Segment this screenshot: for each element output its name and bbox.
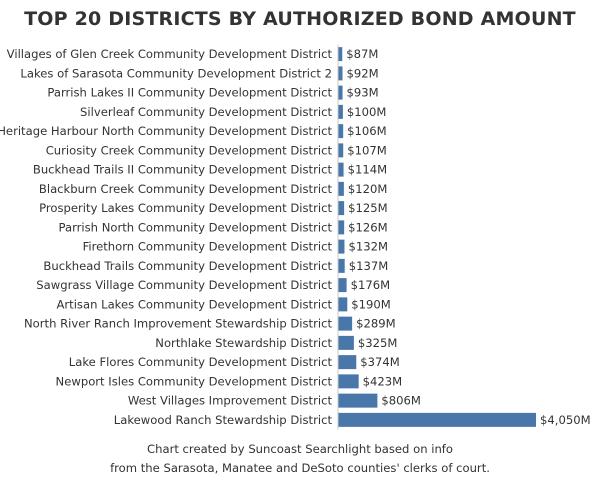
- bar: [338, 316, 353, 331]
- value-label: $132M: [348, 240, 388, 254]
- value-label: $120M: [348, 182, 388, 196]
- bar: [338, 393, 378, 408]
- value-label: $87M: [346, 47, 378, 61]
- bar: [338, 201, 345, 216]
- value-label: $106M: [347, 124, 387, 138]
- category-label: Blackburn Creek Community Development Di…: [39, 182, 333, 196]
- category-label: Northlake Stewardship District: [155, 336, 332, 350]
- value-label: $176M: [351, 278, 391, 292]
- source-note-line-1: Chart created by Suncoast Searchlight ba…: [147, 442, 453, 456]
- category-label: Buckhead Trails Community Development Di…: [43, 259, 332, 273]
- category-label: Lake Flores Community Development Distri…: [69, 355, 333, 369]
- bar: [338, 220, 345, 235]
- value-label: $100M: [347, 105, 387, 119]
- value-label: $806M: [381, 394, 421, 408]
- bar: [338, 297, 348, 312]
- value-label: $107M: [347, 143, 387, 157]
- bar: [338, 355, 357, 370]
- category-labels: Villages of Glen Creek Community Develop…: [0, 47, 332, 427]
- bar: [338, 104, 343, 119]
- value-label: $325M: [358, 336, 398, 350]
- source-note-line-2: from the Sarasota, Manatee and DeSoto co…: [110, 461, 490, 475]
- bar: [338, 181, 344, 196]
- bar: [338, 278, 347, 293]
- bar: [338, 85, 343, 100]
- bar: [338, 412, 536, 427]
- category-label: Curiosity Creek Community Development Di…: [46, 143, 333, 157]
- bars: [338, 47, 536, 427]
- category-label: Parrish North Community Development Dist…: [59, 220, 333, 234]
- category-label: Buckhead Trails II Community Development…: [33, 163, 333, 177]
- bar: [338, 162, 344, 177]
- category-label: Silverleaf Community Development Distric…: [80, 105, 332, 119]
- bar: [338, 239, 345, 254]
- category-label: Newport Isles Community Development Dist…: [56, 374, 333, 388]
- value-label: $126M: [348, 220, 388, 234]
- category-label: Artisan Lakes Community Development Dist…: [56, 297, 332, 311]
- value-label: $374M: [360, 355, 400, 369]
- value-label: $423M: [363, 374, 403, 388]
- value-label: $289M: [356, 317, 396, 331]
- bar: [338, 143, 344, 158]
- value-label: $93M: [347, 86, 379, 100]
- value-label: $190M: [351, 297, 391, 311]
- category-label: West Villages Improvement District: [128, 394, 333, 408]
- value-label: $114M: [348, 163, 388, 177]
- category-label: Heritage Harbour North Community Develop…: [0, 124, 332, 138]
- category-label: Prosperity Lakes Community Development D…: [39, 201, 332, 215]
- bar: [338, 47, 343, 62]
- category-label: Lakewood Ranch Stewardship District: [114, 413, 333, 427]
- category-label: Firethorn Community Development District: [83, 240, 333, 254]
- category-label: Sawgrass Village Community Development D…: [36, 278, 332, 292]
- value-label: $137M: [349, 259, 389, 273]
- source-note: Chart created by Suncoast Searchlight ba…: [0, 440, 600, 478]
- category-label: Lakes of Sarasota Community Development …: [20, 66, 332, 80]
- value-label: $92M: [346, 66, 378, 80]
- bar: [338, 374, 359, 389]
- category-label: Villages of Glen Creek Community Develop…: [7, 47, 333, 61]
- bar: [338, 66, 343, 81]
- value-labels: $87M $92M $93M $100M $106M $107M $114M $120M $12…: [346, 47, 590, 427]
- bar: [338, 124, 344, 139]
- value-label: $125M: [348, 201, 388, 215]
- chart-title: TOP 20 DISTRICTS BY AUTHORIZED BOND AMOU…: [24, 8, 576, 30]
- value-label: $4,050M: [540, 413, 591, 427]
- category-label: North River Ranch Improvement Stewardshi…: [24, 317, 332, 331]
- bar: [338, 258, 345, 273]
- bar: [338, 335, 354, 350]
- category-label: Parrish Lakes II Community Development D…: [47, 86, 332, 100]
